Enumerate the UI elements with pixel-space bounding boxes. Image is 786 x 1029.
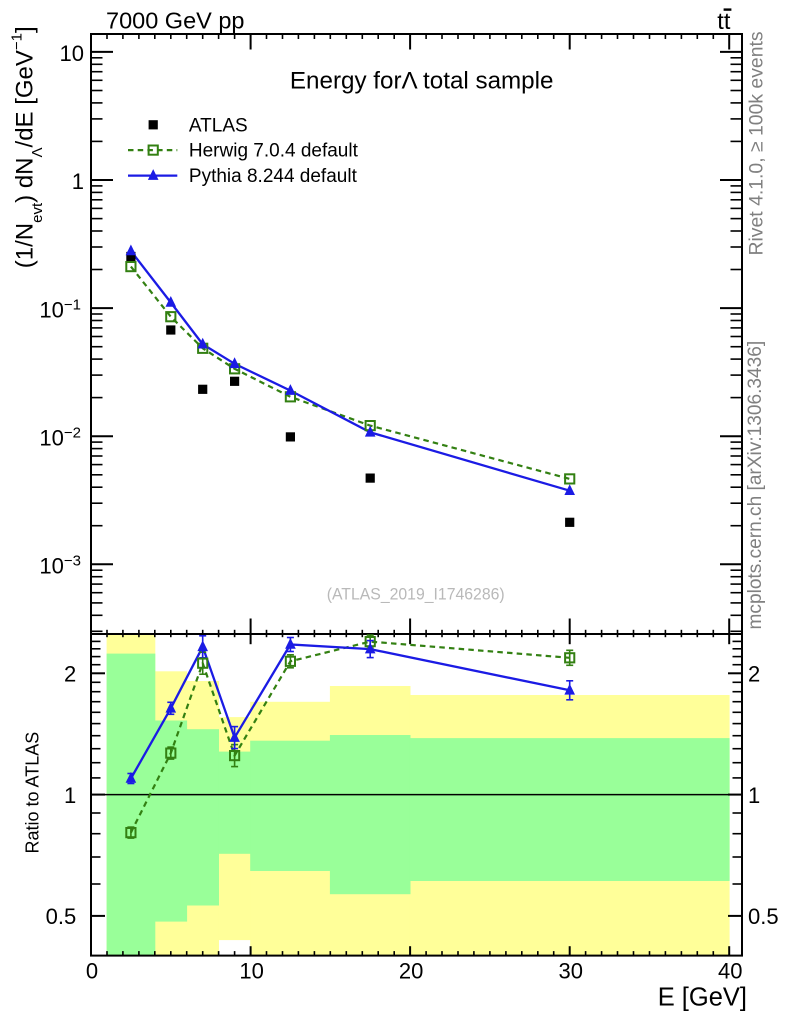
svg-text:Pythia 8.244 default: Pythia 8.244 default xyxy=(189,166,358,187)
svg-text:Herwig 7.0.4 default: Herwig 7.0.4 default xyxy=(189,141,359,162)
svg-text:7000 GeV pp: 7000 GeV pp xyxy=(106,8,245,34)
svg-text:mcplots.cern.ch [arXiv:1306.34: mcplots.cern.ch [arXiv:1306.3436] xyxy=(745,341,766,630)
svg-text:10: 10 xyxy=(60,41,84,66)
svg-text:ATLAS: ATLAS xyxy=(189,115,248,136)
svg-text:Energy forΛ total sample: Energy forΛ total sample xyxy=(290,68,554,95)
svg-text:1: 1 xyxy=(748,783,760,808)
svg-text:0.5: 0.5 xyxy=(748,904,779,929)
svg-text:0.5: 0.5 xyxy=(46,904,77,929)
svg-text:tt: tt xyxy=(717,8,731,34)
svg-text:Ratio to ATLAS: Ratio to ATLAS xyxy=(23,732,43,854)
svg-text:30: 30 xyxy=(558,959,582,984)
svg-text:40: 40 xyxy=(718,959,742,984)
svg-text:2: 2 xyxy=(748,662,760,687)
svg-text:2: 2 xyxy=(64,662,76,687)
svg-text:(ATLAS_2019_I1746286): (ATLAS_2019_I1746286) xyxy=(327,585,505,604)
svg-text:1: 1 xyxy=(72,169,84,194)
svg-text:E [GeV]: E [GeV] xyxy=(658,984,747,1012)
svg-text:0: 0 xyxy=(86,959,98,984)
svg-text:Rivet 4.1.0, ≥ 100k events: Rivet 4.1.0, ≥ 100k events xyxy=(746,31,768,255)
svg-text:1: 1 xyxy=(64,783,76,808)
svg-text:20: 20 xyxy=(399,959,423,984)
svg-text:10: 10 xyxy=(239,959,263,984)
